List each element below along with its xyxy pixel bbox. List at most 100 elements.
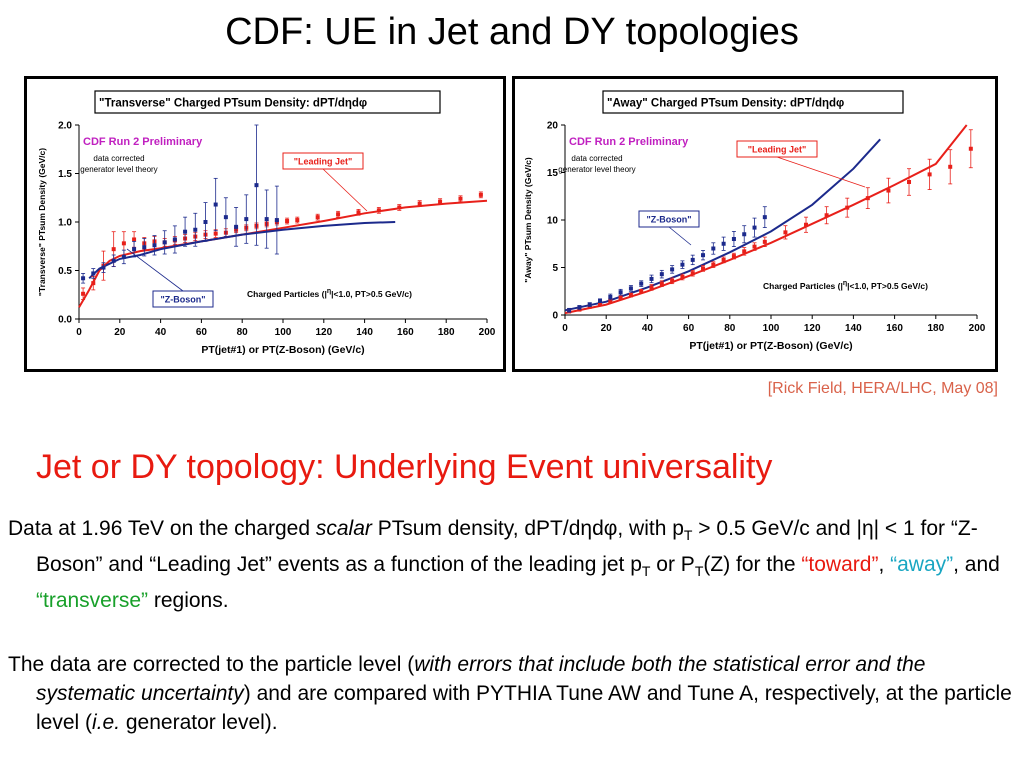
text: ) and are compared with PYTHIA Tune AW a… xyxy=(36,682,1012,734)
x-tick-label: 60 xyxy=(683,323,695,334)
chart-title: "Away" Charged PTsum Density: dPT/dηdφ xyxy=(607,98,844,110)
preliminary-label: CDF Run 2 Preliminary xyxy=(83,136,203,148)
z-boson-callout-box xyxy=(638,210,700,228)
z-boson-data-point xyxy=(659,272,664,277)
x-tick-label: 180 xyxy=(438,327,455,338)
text: The data are corrected to the particle l… xyxy=(8,653,415,676)
y-tick-label: 15 xyxy=(547,168,559,179)
cuts-text: Charged Particles (| xyxy=(247,289,327,299)
x-tick-label: 200 xyxy=(479,327,496,338)
z-boson-data-point xyxy=(91,271,96,276)
x-tick-label: 80 xyxy=(724,323,736,334)
z-boson-data-point xyxy=(183,229,188,234)
z-boson-callout-box xyxy=(152,290,214,308)
leading-jet-data-point xyxy=(478,192,483,197)
leading-jet-data-point xyxy=(91,281,96,286)
section-subtitle: Jet or DY topology: Underlying Event uni… xyxy=(36,448,773,486)
z-boson-data-point xyxy=(264,217,269,222)
cuts-text: |<1.0, PT>0.5 GeV/c) xyxy=(847,281,928,291)
z-boson-callout-line xyxy=(126,248,184,292)
generator-theory-label: generator level theory xyxy=(558,165,635,174)
x-tick-label: 140 xyxy=(356,327,373,338)
toward-label: “toward” xyxy=(801,553,879,577)
y-tick-label: 1.0 xyxy=(58,218,72,229)
z-boson-callout-line xyxy=(668,226,692,246)
y-axis-label: "Away" PTsum Density (GeV/c) xyxy=(523,157,533,283)
chart-title-box xyxy=(602,90,904,114)
leading-jet-callout-label: "Leading Jet" xyxy=(294,157,353,167)
z-boson-data-point xyxy=(701,253,706,258)
leading-jet-callout-label: "Leading Jet" xyxy=(748,145,807,155)
text: regions. xyxy=(148,589,229,613)
leading-jet-data-point xyxy=(81,291,86,296)
leading-jet-data-point xyxy=(121,241,126,246)
x-tick-label: 120 xyxy=(804,323,821,334)
leading-jet-data-point xyxy=(376,208,381,213)
eta-symbol: η xyxy=(843,280,847,287)
x-tick-label: 20 xyxy=(601,323,613,334)
z-boson-data-point xyxy=(742,232,747,237)
z-boson-data-point xyxy=(223,215,228,220)
leading-jet-callout-line xyxy=(776,156,866,188)
z-boson-data-point xyxy=(203,220,208,224)
subscript: T xyxy=(641,563,651,580)
leading-jet-data-point xyxy=(618,295,623,300)
away-chart: 0 20 40 60 80 100 120 140 160 180 200 0 5 10 15 20 PT(je… xyxy=(512,76,998,372)
leading-jet-data-point xyxy=(783,230,788,235)
leading-jet-data-point xyxy=(680,275,685,279)
z-boson-data-point xyxy=(608,294,613,299)
z-boson-data-point xyxy=(111,258,116,263)
z-boson-data-point xyxy=(618,290,623,295)
paragraph-correction-description: The data are corrected to the particle l… xyxy=(8,650,1020,737)
z-boson-data-point xyxy=(639,281,644,286)
leading-jet-data-point xyxy=(315,215,320,220)
y-tick-label: 20 xyxy=(547,121,559,132)
text: , and xyxy=(953,553,1000,577)
y-tick-label: 0 xyxy=(552,311,558,322)
z-boson-data-point xyxy=(162,240,167,245)
z-boson-data-point xyxy=(731,237,736,241)
leading-jet-data-point xyxy=(762,239,767,244)
z-boson-data-point xyxy=(752,225,757,230)
leading-jet-data-point xyxy=(111,247,116,252)
leading-jet-data-point xyxy=(731,254,736,259)
x-tick-label: 180 xyxy=(927,323,944,334)
x-tick-label: 120 xyxy=(315,327,332,338)
x-tick-label: 100 xyxy=(275,327,292,338)
cuts-text: Charged Particles (| xyxy=(763,281,843,291)
leading-jet-data-point xyxy=(711,262,716,267)
leading-jet-data-point xyxy=(438,199,443,204)
x-tick-label: 160 xyxy=(886,323,903,334)
leading-jet-data-point xyxy=(845,205,850,210)
y-tick-label: 5 xyxy=(552,263,558,274)
cuts-label: Charged Particles (|η|<1.0, PT>0.5 GeV/c… xyxy=(763,280,928,291)
z-boson-data-point xyxy=(690,257,695,262)
subscript: T xyxy=(683,527,693,544)
x-axis-label: PT(jet#1) or PT(Z-Boson) (GeV/c) xyxy=(201,344,364,356)
text: PTsum density, dPT/dηdφ, with p xyxy=(371,517,684,540)
chart-title: "Transverse" Charged PTsum Density: dPT/… xyxy=(99,98,367,110)
leading-jet-callout-box xyxy=(282,152,364,170)
y-tick-label: 0.0 xyxy=(58,315,72,326)
y-tick-label: 10 xyxy=(547,216,559,227)
x-tick-label: 40 xyxy=(155,327,167,338)
z-boson-callout-label: "Z-Boson" xyxy=(646,215,691,225)
z-boson-data-point xyxy=(598,298,603,303)
leading-jet-data-point xyxy=(213,231,218,236)
data-corrected-label: data corrected xyxy=(93,154,144,163)
citation: [Rick Field, HERA/LHC, May 08] xyxy=(767,380,998,397)
y-axis-label: "Transverse" PTsum Density (GeV/c) xyxy=(37,148,47,296)
leading-jet-data-point xyxy=(295,218,300,223)
x-tick-label: 40 xyxy=(642,323,654,334)
leading-jet-data-point xyxy=(649,285,654,290)
leading-jet-data-point xyxy=(659,281,664,286)
x-tick-label: 100 xyxy=(763,323,780,334)
eta-symbol: η xyxy=(327,288,331,295)
leading-jet-data-point xyxy=(639,289,644,294)
z-boson-data-point xyxy=(670,267,675,272)
leading-jet-data-point xyxy=(865,196,870,201)
preliminary-label: CDF Run 2 Preliminary xyxy=(569,136,689,148)
z-boson-data-point xyxy=(587,302,592,307)
leading-jet-data-point xyxy=(824,213,829,218)
leading-jet-data-point xyxy=(690,271,695,276)
